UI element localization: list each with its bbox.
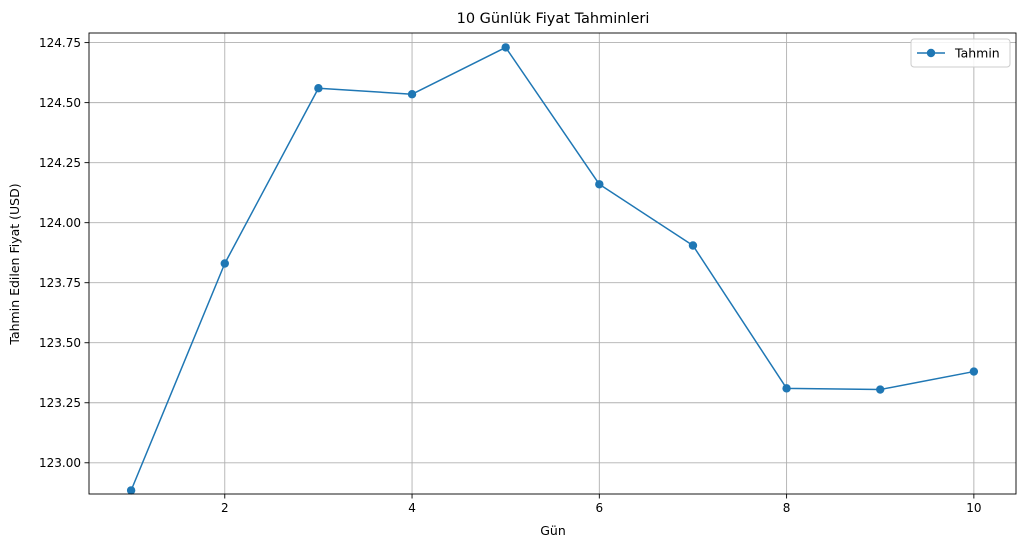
data-point [407, 90, 417, 99]
y-tick-label: 124.25 [39, 156, 81, 170]
legend-box [910, 38, 1011, 68]
chart-title: 10 Günlük Fiyat Tahminleri [457, 11, 650, 27]
y-axis-label: Tahmin Edilen Fiyat (USD) [7, 183, 22, 345]
y-tick-label: 124.75 [39, 36, 81, 50]
legend-marker-sample [926, 48, 936, 58]
legend-label-tahmin: Tahmin [954, 46, 1000, 61]
x-tick-label: 6 [595, 501, 603, 515]
data-point [126, 486, 136, 495]
y-axis-ticks: 123.00 123.25 123.50 123.75 124.00 124.25 124.… [39, 36, 89, 470]
x-tick-label: 2 [221, 501, 229, 515]
x-tick-label: 10 [966, 501, 981, 515]
y-tick-label: 123.00 [39, 456, 81, 470]
series-line-tahmin [130, 46, 975, 491]
y-tick-label: 123.50 [39, 336, 81, 350]
y-tick-label: 124.00 [39, 216, 81, 230]
data-point [220, 259, 229, 268]
data-point [314, 84, 323, 93]
grid-lines [89, 33, 1016, 494]
x-axis-ticks: 2 4 6 8 10 [221, 494, 982, 515]
x-tick-label: 4 [408, 501, 416, 515]
legend: Tahmin [910, 38, 1011, 68]
y-tick-label: 124.50 [39, 96, 81, 110]
x-axis-label: Gün [540, 523, 566, 538]
data-point [501, 43, 510, 52]
y-tick-label: 123.75 [39, 276, 81, 290]
data-point [595, 180, 604, 189]
data-point [782, 384, 791, 393]
series-layer [126, 43, 979, 495]
data-point [688, 241, 698, 250]
y-tick-label: 123.25 [39, 396, 81, 410]
data-point [969, 367, 979, 376]
plot-frame [88, 32, 1017, 495]
data-point [876, 385, 885, 394]
x-tick-label: 8 [783, 501, 791, 515]
